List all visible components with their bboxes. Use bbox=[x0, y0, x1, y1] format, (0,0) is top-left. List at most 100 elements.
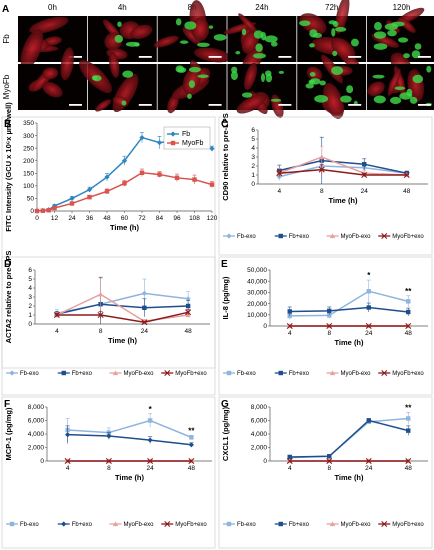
x-axis-label: Time (h) bbox=[328, 196, 358, 205]
x-axis-label: Time (h) bbox=[110, 223, 140, 232]
x-tick-label: 108 bbox=[189, 215, 200, 222]
y-tick-label: 1 bbox=[28, 312, 32, 319]
legend-marker bbox=[381, 370, 388, 376]
green-fitc-signal bbox=[387, 29, 397, 37]
data-point bbox=[326, 323, 333, 329]
row-label-myofb: MyoFb bbox=[2, 74, 11, 99]
series-line bbox=[289, 419, 409, 458]
micrograph-fb-24h bbox=[223, 13, 297, 81]
micrograph-myofb-0h bbox=[18, 47, 87, 110]
data-point bbox=[365, 323, 372, 329]
series-line bbox=[36, 172, 213, 212]
green-fitc-signal bbox=[399, 92, 413, 100]
green-fitc-signal bbox=[270, 41, 278, 47]
micrograph-myofb-4h bbox=[79, 51, 157, 113]
legend-marker bbox=[61, 521, 67, 527]
red-cell-stain bbox=[194, 47, 231, 63]
red-cell-stain bbox=[130, 24, 153, 40]
green-fitc-signal bbox=[412, 74, 424, 84]
series-line bbox=[278, 156, 407, 176]
green-fitc-signal bbox=[175, 18, 182, 26]
micrograph-fb-72h bbox=[297, 0, 367, 71]
green-fitc-signal bbox=[312, 32, 323, 38]
micrograph-myofb-24h bbox=[227, 62, 297, 118]
y-tick-label: 4,000 bbox=[251, 431, 268, 438]
green-fitc-signal bbox=[426, 65, 432, 73]
series-line bbox=[279, 168, 407, 176]
green-fitc-signal bbox=[409, 96, 418, 104]
data-point bbox=[287, 454, 292, 460]
legend-marker bbox=[170, 131, 176, 137]
legend-label: Fb+exo bbox=[289, 234, 310, 240]
green-fitc-signal bbox=[114, 34, 123, 43]
y-tick-label: 5 bbox=[251, 136, 255, 143]
data-point bbox=[319, 154, 325, 160]
y-tick-label: 10,000 bbox=[247, 312, 267, 319]
y-tick-label: 6 bbox=[28, 267, 32, 274]
data-point bbox=[141, 319, 148, 326]
series-myofb+exo bbox=[286, 323, 412, 329]
green-fitc-signal bbox=[403, 53, 410, 59]
x-tick-label: 4 bbox=[66, 465, 70, 472]
legend-label: MyoFb-exo bbox=[341, 522, 372, 528]
data-point bbox=[361, 172, 368, 178]
legend-label: MyoFb+exo bbox=[392, 234, 424, 240]
green-fitc-signal bbox=[340, 95, 352, 103]
legend-marker bbox=[278, 370, 283, 376]
scale-bar bbox=[418, 104, 431, 106]
y-tick-label: 0 bbox=[263, 458, 267, 465]
green-fitc-signal bbox=[213, 34, 227, 41]
data-point bbox=[318, 166, 325, 173]
x-tick-label: 8 bbox=[107, 465, 111, 472]
y-tick-label: 250 bbox=[23, 145, 34, 152]
green-fitc-signal bbox=[332, 21, 339, 28]
red-cell-stain bbox=[42, 67, 59, 80]
column-label-4h: 4h bbox=[118, 3, 127, 12]
x-axis-label: Time (h) bbox=[115, 473, 145, 482]
data-point bbox=[209, 146, 215, 152]
micrograph-fb-0h bbox=[18, 16, 87, 70]
x-tick-label: 48 bbox=[405, 465, 413, 472]
legend-marker bbox=[226, 233, 232, 239]
series-line bbox=[56, 303, 189, 315]
y-axis-label: CXCL1 (pg/mg) bbox=[221, 406, 230, 461]
data-point bbox=[122, 181, 127, 186]
y-tick-label: 30,000 bbox=[247, 290, 267, 297]
y-tick-label: 1 bbox=[251, 172, 255, 179]
panel-letter-g: G bbox=[221, 399, 229, 410]
red-cell-stain bbox=[398, 17, 416, 33]
y-tick-label: 4 bbox=[28, 285, 32, 292]
legend-marker bbox=[226, 370, 232, 376]
data-point bbox=[98, 291, 104, 297]
data-point bbox=[65, 432, 71, 438]
data-point bbox=[147, 458, 154, 464]
data-point bbox=[139, 170, 145, 175]
y-tick-label: 20,000 bbox=[247, 301, 267, 308]
x-tick-label: 8 bbox=[320, 188, 324, 195]
x-tick-label: 84 bbox=[156, 215, 164, 222]
data-point bbox=[34, 208, 40, 214]
green-fitc-signal bbox=[253, 53, 266, 59]
red-cell-stain bbox=[323, 82, 344, 119]
data-point bbox=[156, 140, 163, 146]
data-point bbox=[403, 172, 410, 178]
green-fitc-signal bbox=[299, 20, 311, 27]
green-fitc-signal bbox=[255, 43, 263, 52]
x-tick-label: 96 bbox=[173, 215, 181, 222]
green-fitc-signal bbox=[230, 71, 238, 81]
y-axis-label: MCP-1 (pg/mg) bbox=[4, 407, 13, 460]
legend-marker bbox=[61, 370, 66, 376]
x-tick-label: 120 bbox=[207, 215, 218, 222]
legend-label: Fb bbox=[182, 131, 190, 138]
red-cell-stain bbox=[244, 62, 257, 91]
legend-marker bbox=[381, 521, 388, 527]
scale-bar bbox=[69, 56, 82, 58]
data-point bbox=[406, 416, 411, 421]
y-tick-label: 2 bbox=[251, 163, 255, 170]
y-tick-label: 2,000 bbox=[28, 445, 45, 452]
x-tick-label: 12 bbox=[51, 215, 59, 222]
x-tick-label: 8 bbox=[99, 328, 103, 335]
